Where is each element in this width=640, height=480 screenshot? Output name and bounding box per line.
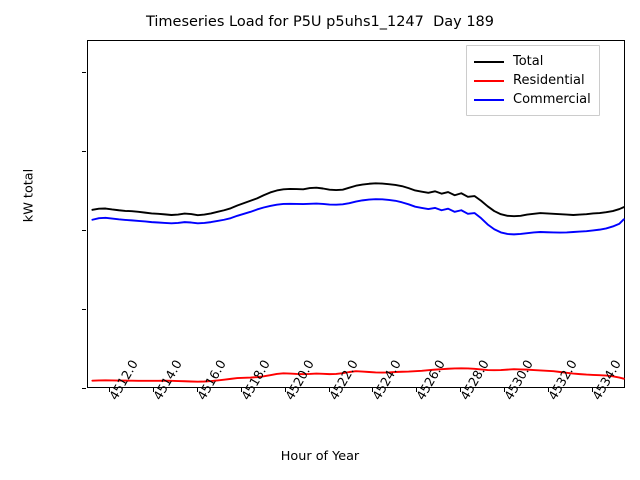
legend-color-swatch [474, 79, 504, 82]
y-axis-tick-mark [82, 71, 86, 73]
x-axis-tick-mark [196, 388, 198, 392]
y-axis-tick-mark [82, 388, 86, 389]
y-axis-tick-mark [82, 308, 86, 310]
x-axis-tick-mark [372, 388, 374, 392]
series-line-commercial [91, 198, 625, 236]
series-line-total [91, 182, 625, 218]
y-axis-label: kW total [21, 168, 37, 223]
x-axis-tick-mark [416, 388, 418, 392]
y-axis-tick-mark [82, 229, 86, 231]
legend-item: Residential [474, 71, 591, 90]
chart-title: Timeseries Load for P5U p5uhs1_1247 Day … [145, 14, 495, 30]
x-axis-label: Hour of Year [280, 449, 360, 464]
x-axis-tick-mark [152, 388, 154, 392]
plot-lines [91, 182, 625, 383]
legend-color-swatch [474, 60, 504, 63]
series-line-residential [91, 367, 625, 383]
x-axis-tick-mark [108, 388, 110, 392]
x-axis-tick-mark [284, 388, 286, 392]
x-axis-tick-mark [240, 388, 242, 392]
y-axis-tick-mark [82, 150, 86, 152]
x-axis-tick-mark [328, 388, 330, 392]
x-axis-tick-mark [548, 388, 550, 392]
x-axis-tick-mark [504, 388, 506, 392]
legend-label: Total [513, 54, 544, 69]
x-axis-tick-mark [460, 388, 462, 392]
legend-label: Commercial [513, 92, 591, 107]
chart-legend: Total Residential Commercial [466, 45, 600, 116]
legend-item: Total [474, 52, 591, 71]
legend-color-swatch [474, 98, 504, 101]
x-axis-tick-mark [592, 388, 594, 392]
legend-item: Commercial [474, 90, 591, 109]
legend-label: Residential [513, 73, 585, 88]
